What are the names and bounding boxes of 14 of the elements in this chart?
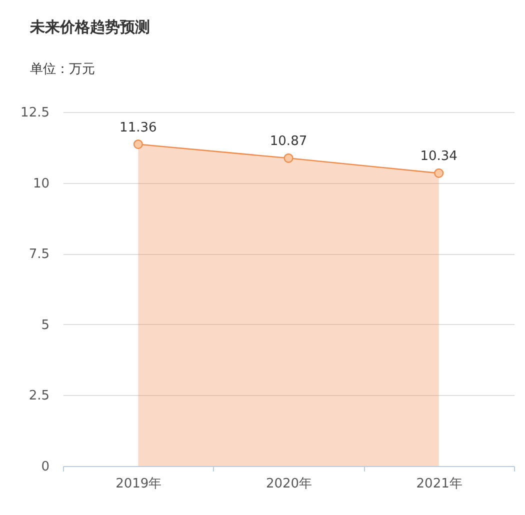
y-tick-label: 5 xyxy=(41,318,50,333)
y-tick-label: 0 xyxy=(41,460,50,474)
x-tick-label: 2019年 xyxy=(116,476,162,492)
y-tick-label: 10 xyxy=(32,176,50,192)
data-label: 11.36 xyxy=(120,120,157,136)
chart-title: 未来价格趋势预测 xyxy=(29,18,150,36)
data-label: 10.87 xyxy=(270,134,308,150)
y-tick-label: 2.5 xyxy=(28,388,50,404)
chart-subtitle: 单位：万元 xyxy=(30,62,96,77)
y-tick-label: 7.5 xyxy=(28,247,50,262)
x-tick-label: 2020年 xyxy=(266,476,312,492)
x-tick-label: 2021年 xyxy=(416,476,462,492)
y-tick-label: 12.5 xyxy=(20,106,50,120)
data-label: 10.34 xyxy=(420,149,458,164)
